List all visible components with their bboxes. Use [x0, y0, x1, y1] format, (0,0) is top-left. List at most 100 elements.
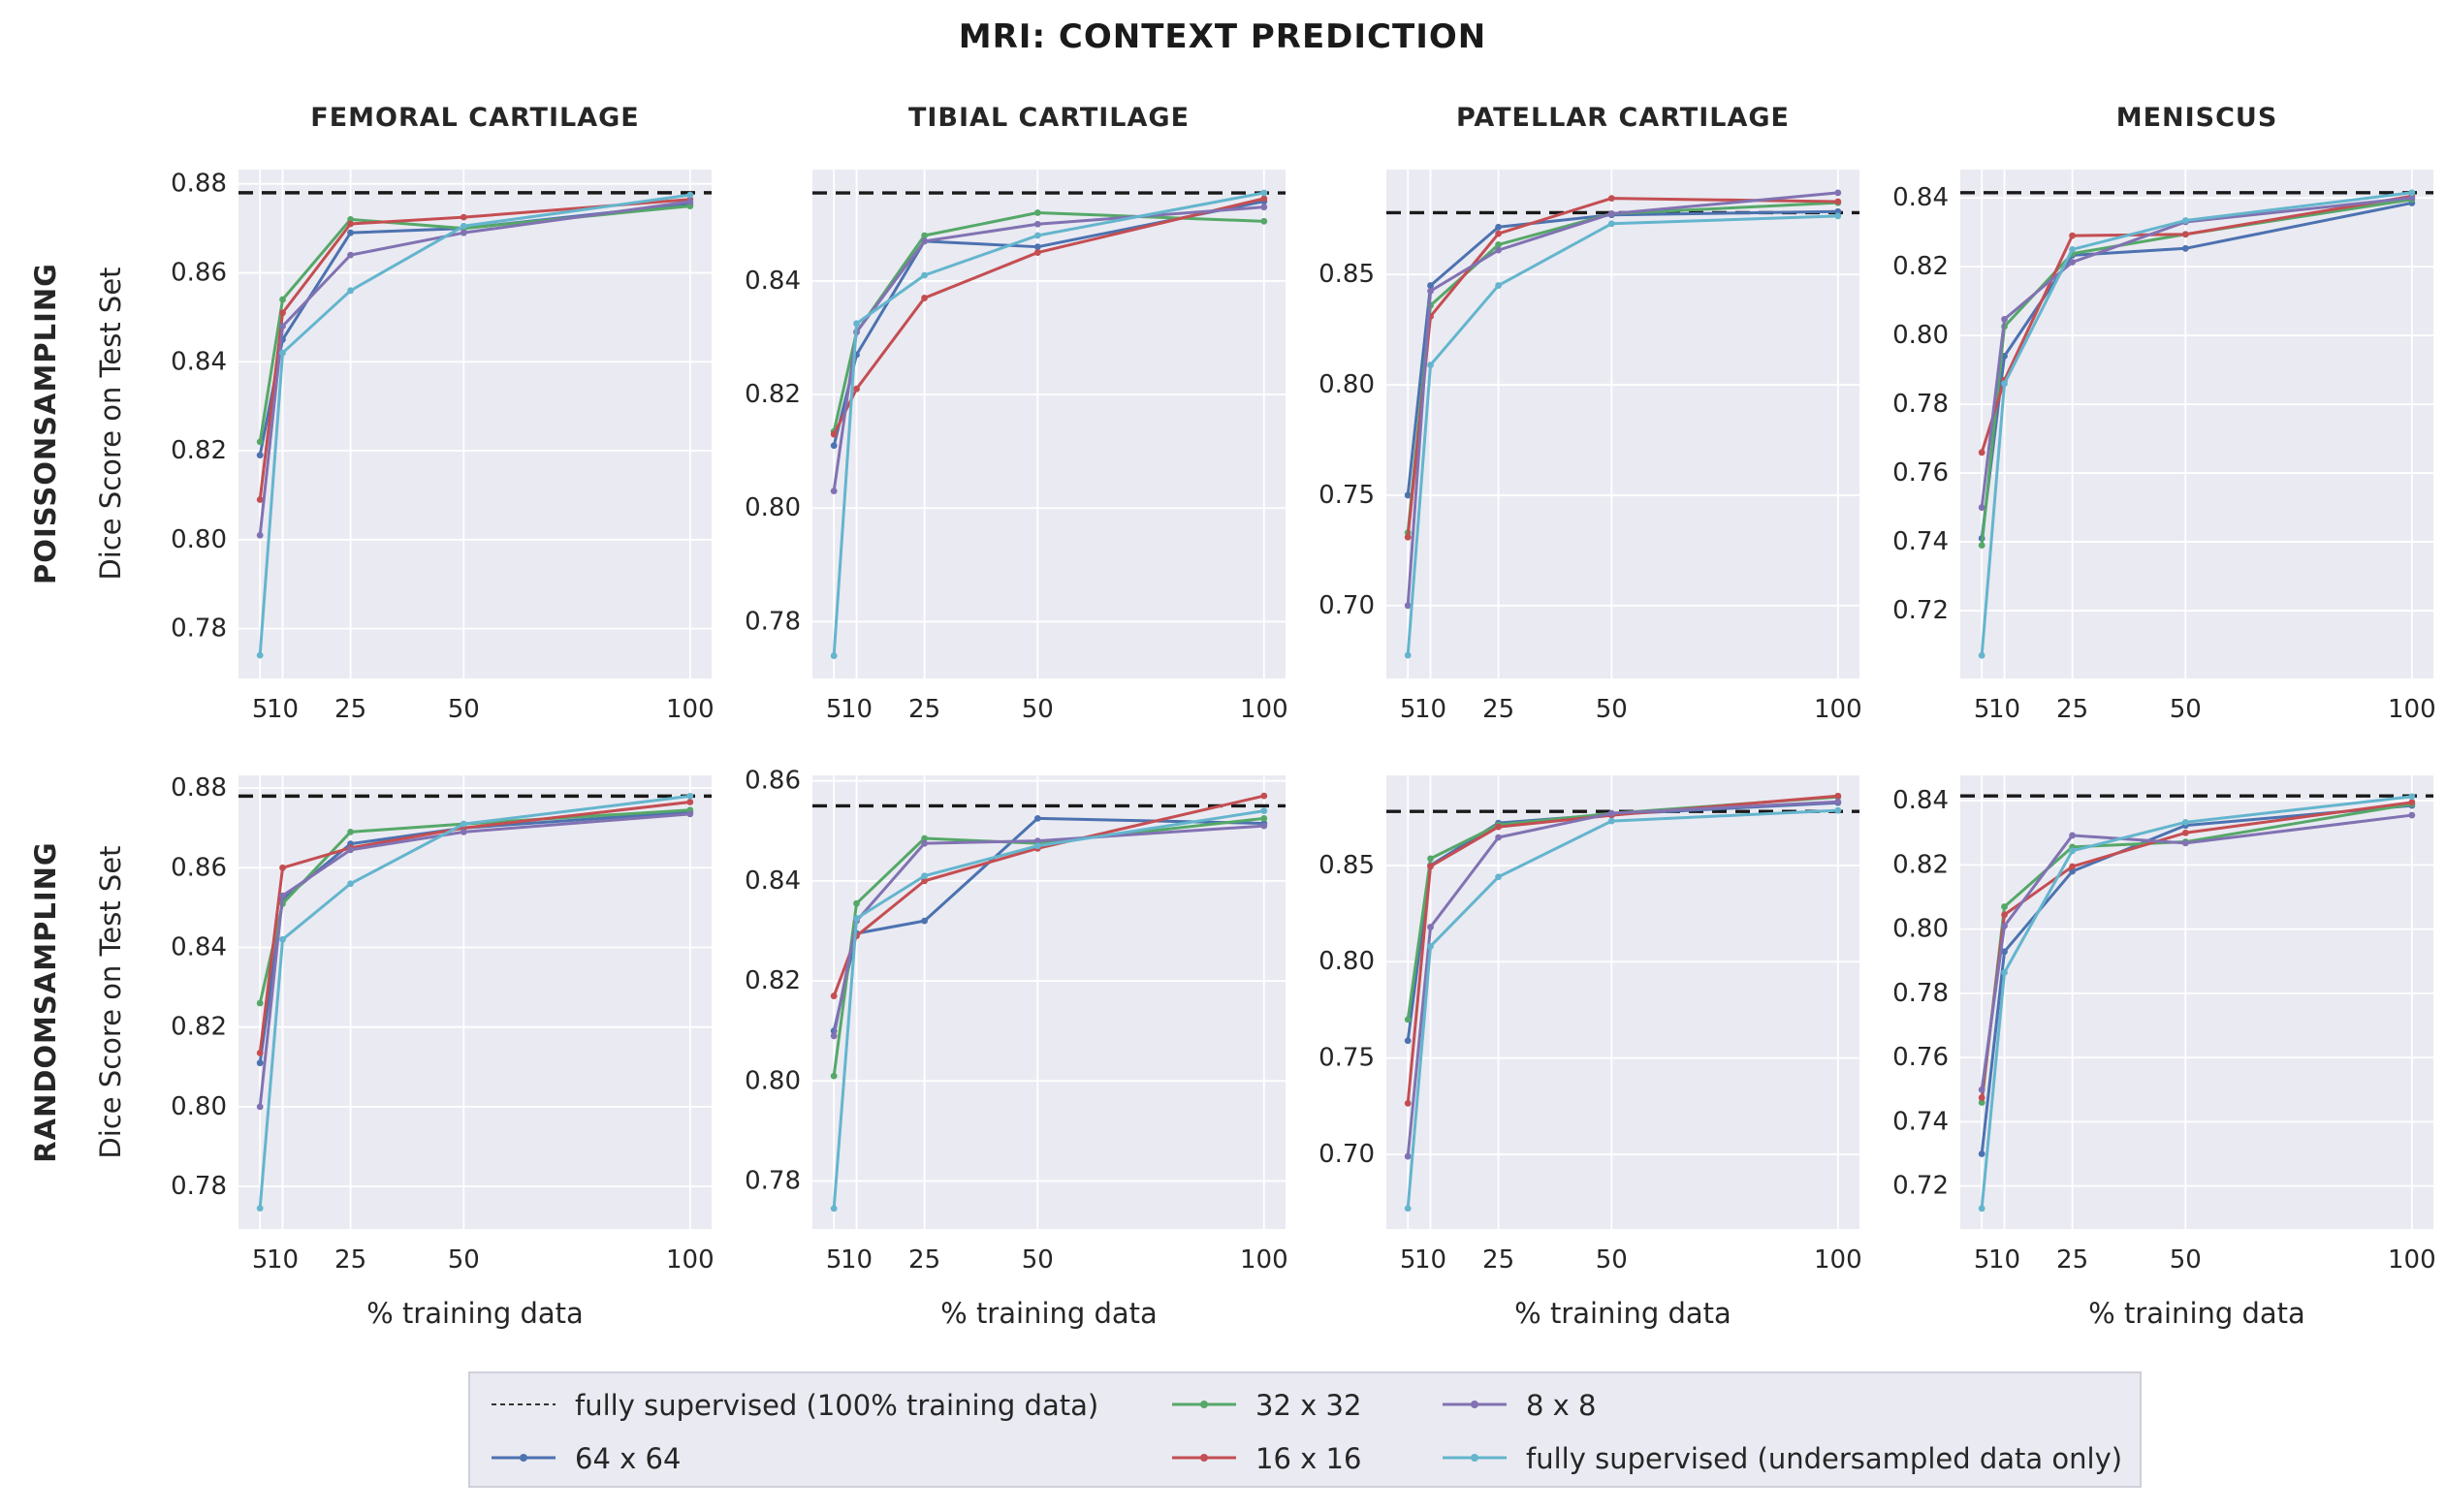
svg-text:0.82: 0.82	[745, 380, 801, 409]
legend-label: fully supervised (100% training data)	[575, 1389, 1099, 1422]
svg-text:5: 5	[1974, 695, 1990, 724]
svg-text:100: 100	[2388, 1245, 2436, 1275]
svg-text:0.78: 0.78	[171, 1172, 227, 1201]
svg-text:0.78: 0.78	[1892, 390, 1949, 419]
legend-item-fully-supervised-100: fully supervised (100% training data)	[490, 1389, 1098, 1422]
svg-text:0.78: 0.78	[171, 614, 227, 644]
svg-text:0.70: 0.70	[1318, 1140, 1375, 1169]
svg-text:0.82: 0.82	[171, 1013, 227, 1042]
svg-text:50: 50	[1022, 1245, 1054, 1275]
dashed-line-icon	[490, 1397, 557, 1415]
svg-text:0.84: 0.84	[171, 347, 227, 376]
row-label-poissonsampling: POISSONSAMPLING	[29, 263, 62, 584]
legend-label: 64 x 64	[575, 1442, 682, 1475]
svg-text:10: 10	[841, 695, 873, 724]
x-axis-label-patellar: % training data	[1514, 1297, 1731, 1330]
svg-text:25: 25	[2056, 695, 2088, 724]
svg-text:25: 25	[1482, 695, 1514, 724]
column-title-tibial-cartilage: TIBIAL CARTILAGE	[907, 103, 1191, 133]
svg-text:0.80: 0.80	[1892, 321, 1949, 350]
svg-text:100: 100	[1240, 1245, 1288, 1275]
legend-label: 8 x 8	[1526, 1389, 1597, 1422]
svg-text:0.78: 0.78	[745, 1166, 801, 1195]
svg-text:0.84: 0.84	[1892, 786, 1949, 815]
svg-text:0.80: 0.80	[171, 525, 227, 554]
svg-text:0.74: 0.74	[1892, 527, 1949, 556]
subplot-randomsampling-patellar-cartilage: 0.70 0.75 0.80 0.85 510 25 50 100	[1318, 775, 1862, 1275]
subplot-randomsampling-femoral-cartilage: 0.78 0.80 0.82 0.84 0.86 0.88 510 25 50 100	[171, 773, 715, 1275]
svg-text:0.80: 0.80	[1892, 915, 1949, 944]
svg-text:50: 50	[1022, 695, 1054, 724]
column-title-meniscus: MENISCUS	[2115, 103, 2278, 133]
svg-text:5: 5	[826, 1245, 842, 1275]
svg-text:25: 25	[908, 1245, 940, 1275]
line-dot-icon	[1170, 1397, 1238, 1415]
svg-text:0.75: 0.75	[1318, 1044, 1375, 1073]
svg-text:100: 100	[666, 695, 715, 724]
row-label-randomsampling: RANDOMSAMPLING	[29, 841, 62, 1163]
svg-text:0.75: 0.75	[1318, 481, 1375, 510]
svg-text:0.80: 0.80	[745, 493, 801, 522]
svg-text:50: 50	[1596, 695, 1628, 724]
svg-text:50: 50	[448, 695, 480, 724]
svg-text:10: 10	[841, 1245, 873, 1275]
line-dot-icon	[490, 1450, 557, 1468]
x-axis-label-tibial: % training data	[940, 1297, 1158, 1330]
svg-text:0.88: 0.88	[171, 773, 227, 803]
svg-text:0.80: 0.80	[171, 1092, 227, 1121]
column-title-femoral-cartilage: FEMORAL CARTILAGE	[310, 103, 640, 133]
svg-text:0.86: 0.86	[171, 853, 227, 882]
svg-text:25: 25	[908, 695, 940, 724]
svg-text:0.82: 0.82	[745, 966, 801, 995]
svg-text:0.85: 0.85	[1318, 260, 1375, 289]
svg-text:10: 10	[1988, 695, 2020, 724]
svg-text:10: 10	[267, 1245, 299, 1275]
svg-text:0.78: 0.78	[1892, 979, 1949, 1008]
svg-text:0.82: 0.82	[1892, 252, 1949, 281]
svg-text:10: 10	[1414, 1245, 1446, 1275]
svg-text:0.82: 0.82	[171, 436, 227, 465]
svg-text:5: 5	[1974, 1245, 1990, 1275]
svg-text:0.82: 0.82	[1892, 850, 1949, 879]
svg-text:0.70: 0.70	[1318, 591, 1375, 620]
svg-text:0.80: 0.80	[1318, 947, 1375, 976]
svg-text:0.74: 0.74	[1892, 1107, 1949, 1136]
subplot-poissonsampling-patellar-cartilage: 0.70 0.75 0.80 0.85 510 25 50 100	[1318, 170, 1862, 724]
subplot-poissonsampling-meniscus: 0.72 0.74 0.76 0.78 0.80 0.82 0.84 510 25 50 100	[1892, 170, 2436, 724]
svg-text:50: 50	[448, 1245, 480, 1275]
svg-text:100: 100	[2388, 695, 2436, 724]
legend-label: 32 x 32	[1255, 1389, 1362, 1422]
y-axis-label-top: Dice Score on Test Set	[94, 267, 127, 581]
subplot-poissonsampling-tibial-cartilage: 0.78 0.80 0.82 0.84 510 25 50 100	[745, 170, 1288, 724]
svg-text:5: 5	[826, 695, 842, 724]
svg-text:25: 25	[1482, 1245, 1514, 1275]
svg-text:5: 5	[1400, 695, 1416, 724]
legend-label: fully supervised (undersampled data only…	[1526, 1442, 2123, 1475]
svg-text:5: 5	[252, 695, 269, 724]
svg-text:0.72: 0.72	[1892, 596, 1949, 625]
svg-text:0.84: 0.84	[745, 866, 801, 896]
legend-label: 16 x 16	[1255, 1442, 1362, 1475]
column-title-patellar-cartilage: PATELLAR CARTILAGE	[1456, 103, 1790, 133]
figure-title: MRI: CONTEXT PREDICTION	[958, 17, 1487, 56]
svg-text:50: 50	[2170, 1245, 2202, 1275]
subplot-randomsampling-meniscus: 0.72 0.74 0.76 0.78 0.80 0.82 0.84 510 25 50 100	[1892, 775, 2436, 1275]
svg-text:10: 10	[1988, 1245, 2020, 1275]
svg-text:25: 25	[334, 695, 366, 724]
svg-text:100: 100	[1240, 695, 1288, 724]
svg-text:0.86: 0.86	[745, 767, 801, 796]
svg-text:50: 50	[1596, 1245, 1628, 1275]
svg-text:0.78: 0.78	[745, 607, 801, 636]
svg-text:0.80: 0.80	[1318, 370, 1375, 399]
legend-item-64x64: 64 x 64	[490, 1442, 681, 1475]
svg-text:10: 10	[1414, 695, 1446, 724]
svg-text:0.85: 0.85	[1318, 851, 1375, 880]
line-dot-icon	[1441, 1450, 1509, 1468]
svg-text:0.72: 0.72	[1892, 1172, 1949, 1201]
line-dot-icon	[1170, 1450, 1238, 1468]
svg-text:100: 100	[1814, 695, 1862, 724]
svg-text:5: 5	[1400, 1245, 1416, 1275]
x-axis-label-femoral: % training data	[366, 1297, 584, 1330]
legend-item-32x32: 32 x 32	[1170, 1389, 1361, 1422]
